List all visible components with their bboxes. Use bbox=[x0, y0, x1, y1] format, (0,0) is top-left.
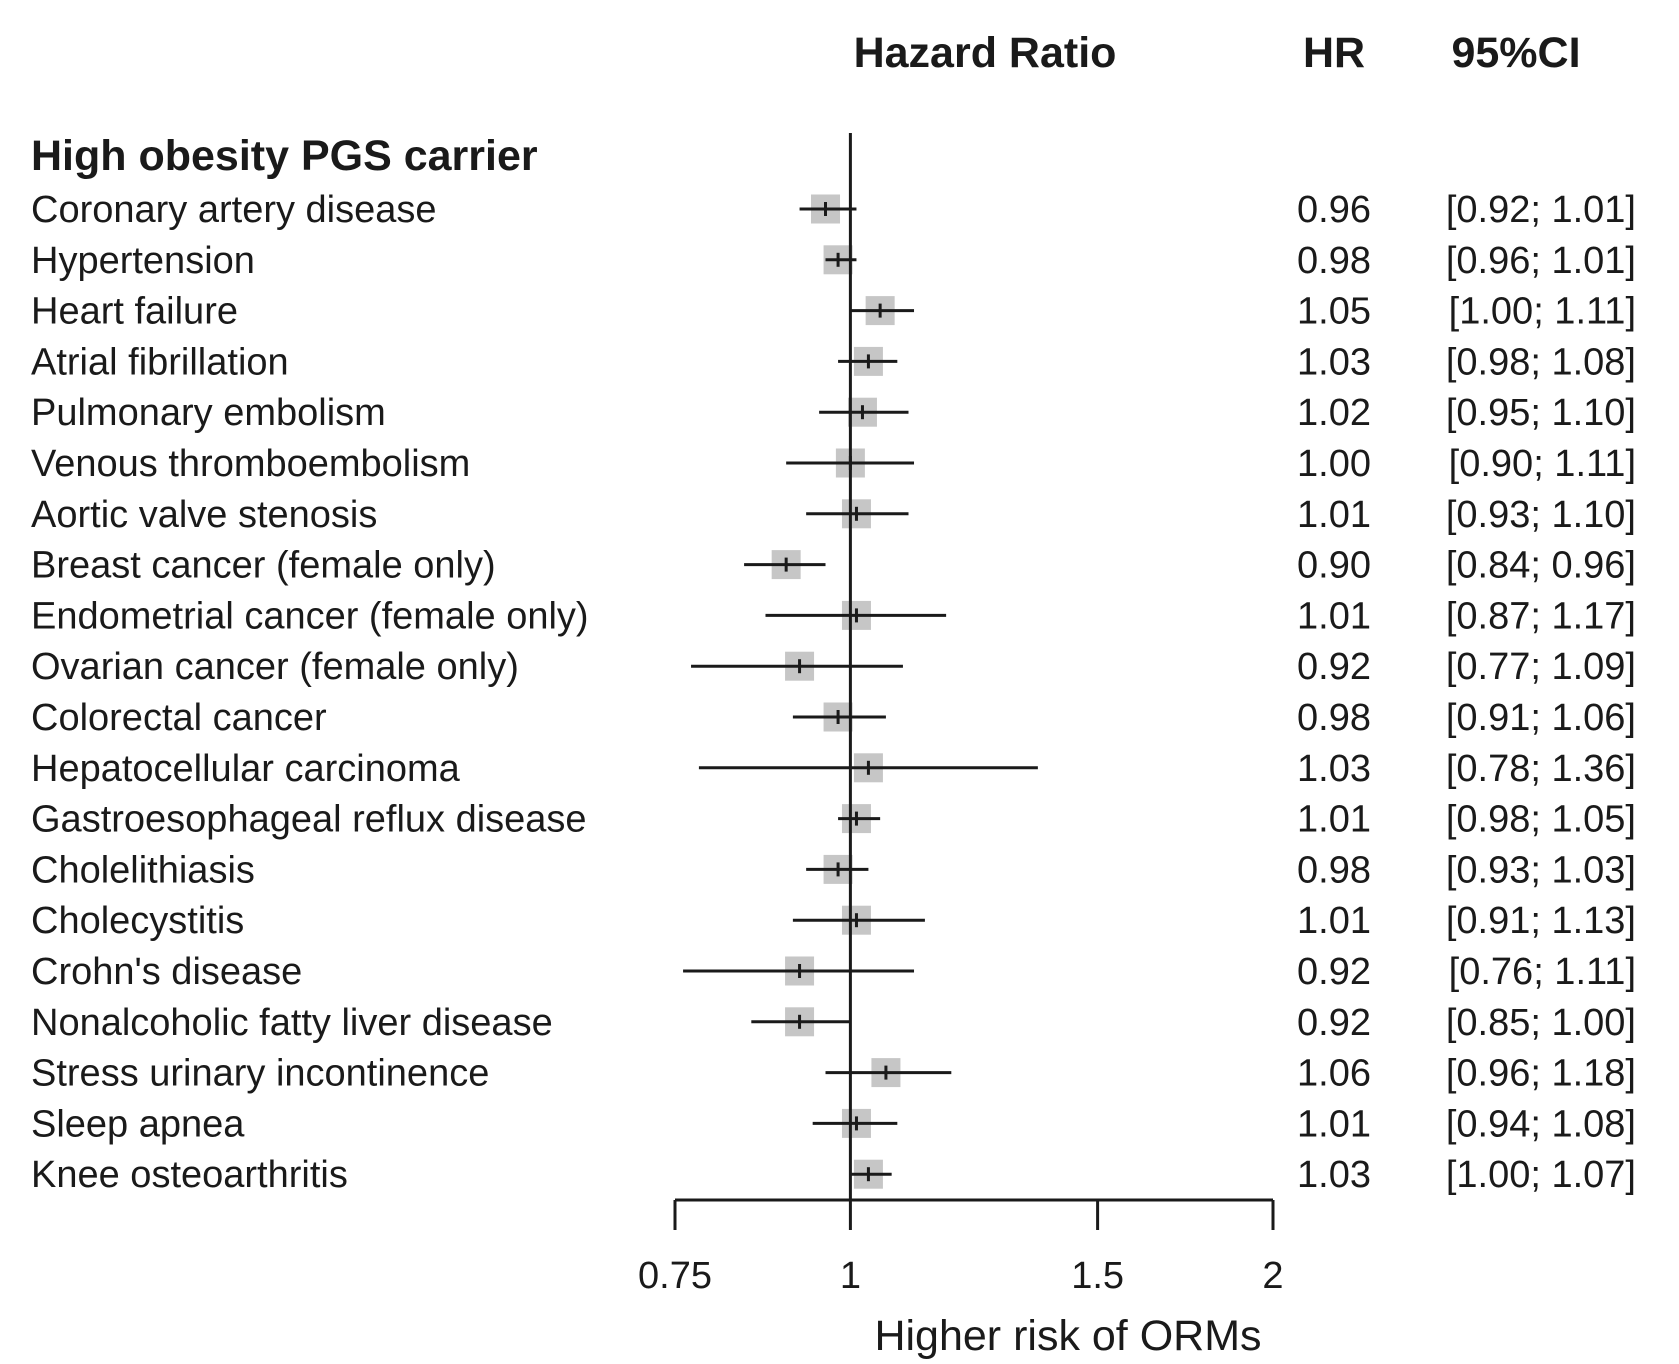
forest-row: Stress urinary incontinence 1.06 [0.96; 1.… bbox=[31, 1053, 1636, 1095]
row-label: Aortic valve stenosis bbox=[31, 494, 377, 536]
ci-value: [0.87; 1.17] bbox=[1446, 595, 1636, 637]
forest-row: Breast cancer (female only) 0.90 [0.84; 0.… bbox=[31, 545, 1636, 587]
forest-row: Sleep apnea 1.01 [0.94; 1.08] bbox=[31, 1103, 1636, 1145]
forest-row: Knee osteoarthritis 1.03 [1.00; 1.07] bbox=[31, 1154, 1636, 1196]
row-label: Gastroesophageal reflux disease bbox=[31, 799, 587, 841]
hr-value: 1.02 bbox=[1297, 392, 1371, 434]
chart-title: Hazard Ratio bbox=[854, 29, 1117, 77]
row-label: Coronary artery disease bbox=[31, 189, 437, 231]
ci-value: [0.95; 1.10] bbox=[1446, 392, 1636, 434]
hr-value: 1.01 bbox=[1297, 900, 1371, 942]
x-tick-label: 0.75 bbox=[638, 1255, 712, 1297]
x-tick-label: 1 bbox=[840, 1255, 861, 1297]
row-label: Breast cancer (female only) bbox=[31, 545, 496, 587]
hr-column-header: HR bbox=[1303, 29, 1365, 77]
forest-row: Cholecystitis 1.01 [0.91; 1.13] bbox=[31, 900, 1636, 942]
forest-row: Hypertension 0.98 [0.96; 1.01] bbox=[31, 240, 1636, 282]
row-label: Crohn's disease bbox=[31, 951, 302, 993]
hr-value: 1.01 bbox=[1297, 799, 1371, 841]
forest-row: Atrial fibrillation 1.03 [0.98; 1.08] bbox=[31, 341, 1636, 383]
hr-value: 1.00 bbox=[1297, 443, 1371, 485]
ci-value: [0.91; 1.06] bbox=[1446, 697, 1636, 739]
rows-layer: Coronary artery disease 0.96 [0.92; 1.01] H… bbox=[31, 189, 1636, 1196]
ci-value: [0.77; 1.09] bbox=[1446, 646, 1636, 688]
forest-row: Hepatocellular carcinoma 1.03 [0.78; 1.36] bbox=[31, 748, 1636, 790]
x-tick-label: 1.5 bbox=[1071, 1255, 1124, 1297]
hr-value: 1.05 bbox=[1297, 291, 1371, 333]
forest-row: Ovarian cancer (female only) 0.92 [0.77; 1… bbox=[31, 646, 1636, 688]
forest-row: Endometrial cancer (female only) 1.01 [0.8… bbox=[31, 595, 1636, 637]
row-label: Cholelithiasis bbox=[31, 849, 255, 891]
hr-value: 1.01 bbox=[1297, 494, 1371, 536]
ci-value: [0.78; 1.36] bbox=[1446, 748, 1636, 790]
forest-row: Pulmonary embolism 1.02 [0.95; 1.10] bbox=[31, 392, 1636, 434]
ci-column-header: 95%CI bbox=[1451, 29, 1580, 77]
hr-value: 1.01 bbox=[1297, 595, 1371, 637]
ci-value: [0.84; 0.96] bbox=[1446, 545, 1636, 587]
hr-value: 0.92 bbox=[1297, 646, 1371, 688]
ci-value: [0.90; 1.11] bbox=[1449, 443, 1636, 485]
row-label: Pulmonary embolism bbox=[31, 392, 386, 434]
hr-value: 0.98 bbox=[1297, 697, 1371, 739]
row-label: Hypertension bbox=[31, 240, 255, 282]
row-label: Endometrial cancer (female only) bbox=[31, 595, 589, 637]
hr-value: 1.01 bbox=[1297, 1103, 1371, 1145]
forest-row: Aortic valve stenosis 1.01 [0.93; 1.10] bbox=[31, 494, 1636, 536]
row-label: Hepatocellular carcinoma bbox=[31, 748, 461, 790]
hr-value: 0.98 bbox=[1297, 849, 1371, 891]
group-label: High obesity PGS carrier bbox=[31, 132, 538, 180]
ci-value: [0.85; 1.00] bbox=[1446, 1002, 1636, 1044]
ci-value: [0.91; 1.13] bbox=[1446, 900, 1636, 942]
row-label: Venous thromboembolism bbox=[31, 443, 470, 485]
row-label: Cholecystitis bbox=[31, 900, 244, 942]
hr-value: 1.03 bbox=[1297, 1154, 1371, 1196]
hr-value: 1.03 bbox=[1297, 748, 1371, 790]
ci-value: [0.98; 1.08] bbox=[1446, 341, 1636, 383]
ci-value: [0.96; 1.01] bbox=[1446, 240, 1636, 282]
x-axis: 0.75 1 1.5 2 bbox=[638, 1198, 1284, 1297]
ci-value: [1.00; 1.11] bbox=[1449, 291, 1636, 333]
x-axis-label: Higher risk of ORMs bbox=[874, 1312, 1261, 1360]
forest-row: Nonalcoholic fatty liver disease 0.92 [0.8… bbox=[31, 1002, 1636, 1044]
row-label: Ovarian cancer (female only) bbox=[31, 646, 519, 688]
forest-row: Heart failure 1.05 [1.00; 1.11] bbox=[31, 291, 1636, 333]
row-label: Knee osteoarthritis bbox=[31, 1154, 348, 1196]
forest-row: Gastroesophageal reflux disease 1.01 [0.98… bbox=[31, 799, 1636, 841]
forest-row: Colorectal cancer 0.98 [0.91; 1.06] bbox=[31, 697, 1636, 739]
row-label: Stress urinary incontinence bbox=[31, 1053, 489, 1095]
hr-value: 0.92 bbox=[1297, 951, 1371, 993]
ci-value: [0.94; 1.08] bbox=[1446, 1103, 1636, 1145]
hr-value: 0.90 bbox=[1297, 545, 1371, 587]
forest-row: Venous thromboembolism 1.00 [0.90; 1.11] bbox=[31, 443, 1636, 485]
row-label: Heart failure bbox=[31, 291, 238, 333]
row-label: Atrial fibrillation bbox=[31, 341, 289, 383]
forest-row: Coronary artery disease 0.96 [0.92; 1.01] bbox=[31, 189, 1636, 231]
row-label: Colorectal cancer bbox=[31, 697, 327, 739]
hr-value: 0.98 bbox=[1297, 240, 1371, 282]
hr-value: 1.03 bbox=[1297, 341, 1371, 383]
ci-value: [0.96; 1.18] bbox=[1446, 1053, 1636, 1095]
hr-value: 0.96 bbox=[1297, 189, 1371, 231]
ci-value: [0.92; 1.01] bbox=[1446, 189, 1636, 231]
forest-row: Cholelithiasis 0.98 [0.93; 1.03] bbox=[31, 849, 1636, 891]
x-tick-label: 2 bbox=[1262, 1255, 1283, 1297]
ci-value: [0.76; 1.11] bbox=[1449, 951, 1636, 993]
hr-value: 0.92 bbox=[1297, 1002, 1371, 1044]
hr-value: 1.06 bbox=[1297, 1053, 1371, 1095]
ci-value: [0.98; 1.05] bbox=[1446, 799, 1636, 841]
ci-value: [1.00; 1.07] bbox=[1446, 1154, 1636, 1196]
row-label: Nonalcoholic fatty liver disease bbox=[31, 1002, 553, 1044]
ci-value: [0.93; 1.03] bbox=[1446, 849, 1636, 891]
ci-value: [0.93; 1.10] bbox=[1446, 494, 1636, 536]
row-label: Sleep apnea bbox=[31, 1103, 245, 1145]
forest-row: Crohn's disease 0.92 [0.76; 1.11] bbox=[31, 951, 1636, 993]
